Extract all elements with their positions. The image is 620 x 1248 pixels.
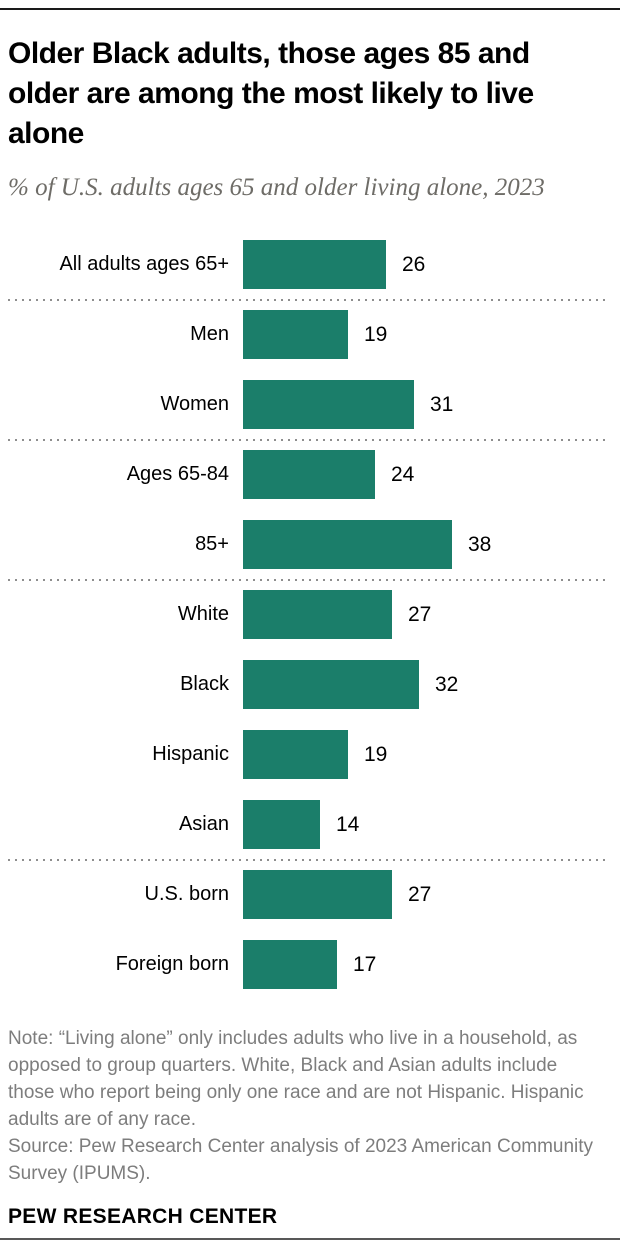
value-label: 17 — [353, 952, 377, 976]
chart-title-line-3: alone — [8, 117, 84, 150]
note-text: Note: “Living alone” only includes adult… — [8, 1028, 584, 1130]
chart-title-line-1: Older Black adults, those ages 85 and — [8, 37, 530, 70]
category-label: Foreign born — [115, 953, 229, 975]
bar — [243, 730, 348, 779]
value-label: 19 — [364, 742, 388, 766]
bar-row: White 27 — [8, 590, 608, 639]
group-separator — [8, 439, 608, 441]
chart-title-line-2: older are among the most likely to live — [8, 77, 534, 110]
bar-group: White 27 Black 32 Hispanic 19 Asian 14 — [8, 590, 608, 849]
bar-row: Ages 65-84 24 — [8, 450, 608, 499]
value-label: 38 — [468, 532, 492, 556]
bar — [243, 380, 414, 429]
bar-row: Hispanic 19 — [8, 730, 608, 779]
bar-row: Black 32 — [8, 660, 608, 709]
category-label: Asian — [178, 813, 229, 835]
category-label: Men — [190, 323, 229, 345]
bar — [243, 940, 337, 989]
bar — [243, 590, 392, 639]
group-separator — [8, 579, 608, 581]
bar — [243, 450, 375, 499]
bar-row: U.S. born 27 — [8, 870, 608, 919]
value-label: 27 — [408, 882, 432, 906]
bar-row: All adults ages 65+ 26 — [8, 240, 608, 289]
bar-row: 85+ 38 — [8, 520, 608, 569]
category-label: 85+ — [195, 533, 229, 555]
value-label: 14 — [336, 812, 360, 836]
category-label: All adults ages 65+ — [59, 253, 229, 275]
category-label: White — [177, 603, 229, 625]
bar-chart: All adults ages 65+ 26 Men 19 Women 31 Ages 65… — [8, 240, 608, 989]
bar — [243, 660, 419, 709]
chart-subtitle: % of U.S. adults ages 65 and older livin… — [8, 174, 545, 201]
value-label: 26 — [402, 252, 426, 276]
source-text: Source: Pew Research Center analysis of … — [8, 1136, 594, 1184]
value-label: 24 — [391, 462, 415, 486]
bar-row: Foreign born 17 — [8, 940, 608, 989]
bar-group: Ages 65-84 24 85+ 38 — [8, 450, 608, 569]
bar-group: All adults ages 65+ 26 — [8, 240, 608, 289]
value-label: 32 — [435, 672, 459, 696]
bottom-rule — [0, 1238, 620, 1240]
brand-wordmark: PEW RESEARCH CENTER — [8, 1205, 278, 1228]
bar-row: Asian 14 — [8, 800, 608, 849]
category-label: Black — [180, 673, 229, 695]
bar — [243, 310, 348, 359]
top-rule — [0, 8, 620, 10]
category-label: Hispanic — [152, 743, 229, 765]
category-label: Ages 65-84 — [126, 463, 229, 485]
bar — [243, 520, 452, 569]
footnotes: Note: “Living alone” only includes adult… — [8, 1025, 608, 1187]
value-label: 27 — [408, 602, 432, 626]
bar — [243, 800, 320, 849]
value-label: 19 — [364, 322, 388, 346]
chart-title: Older Black adults, those ages 85 and ol… — [8, 34, 608, 154]
category-label: U.S. born — [144, 883, 229, 905]
bar-row: Men 19 — [8, 310, 608, 359]
bar-group: Men 19 Women 31 — [8, 310, 608, 429]
bar — [243, 240, 386, 289]
value-label: 31 — [430, 392, 454, 416]
group-separator — [8, 859, 608, 861]
group-separator — [8, 299, 608, 301]
bar — [243, 870, 392, 919]
bar-row: Women 31 — [8, 380, 608, 429]
bar-group: U.S. born 27 Foreign born 17 — [8, 870, 608, 989]
category-label: Women — [160, 393, 229, 415]
